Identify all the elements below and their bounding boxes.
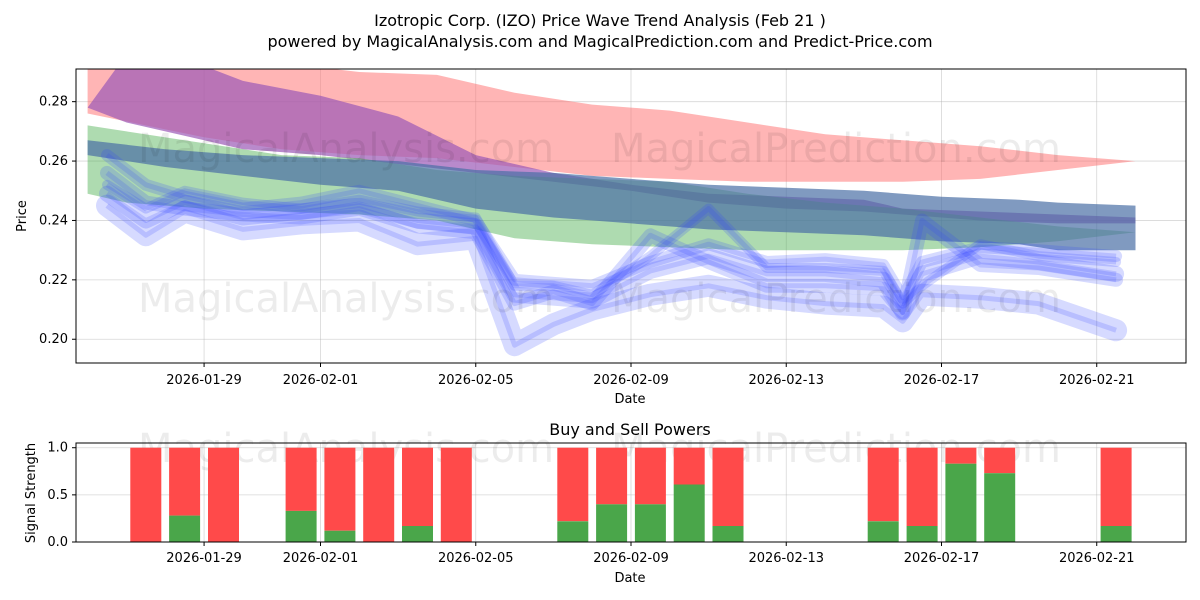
sell-bar: [557, 447, 589, 522]
buy-bar: [557, 521, 589, 542]
buy-bar: [634, 504, 666, 542]
signal-y-tick-label: 1.0: [47, 441, 68, 456]
sell-bar: [402, 447, 433, 526]
signal-x-tick-label: 2026-02-05: [438, 551, 514, 566]
price-x-tick-label: 2026-02-09: [593, 373, 669, 388]
sell-bar: [440, 447, 472, 542]
price-y-tick-label: 0.26: [39, 154, 68, 169]
buy-bar: [906, 526, 938, 542]
signal-x-tick-label: 2026-01-29: [166, 551, 242, 566]
buy-bar: [285, 510, 317, 542]
sell-bar: [285, 447, 317, 511]
sell-bar: [984, 447, 1016, 474]
price-wave-2: [96, 194, 1128, 357]
signal-bars: [130, 447, 1132, 542]
signal-y-tick-label: 0.0: [47, 535, 68, 550]
buy-bar: [867, 521, 899, 542]
signal-x-tick-label: 2026-02-01: [283, 551, 359, 566]
signal-chart-title: Buy and Sell Powers: [549, 420, 711, 439]
watermark-prediction-top-1: MagicalPrediction.com: [611, 126, 1061, 172]
price-wave-3-core: [105, 153, 1117, 301]
sell-bar: [1100, 447, 1132, 526]
signal-x-tick-label: 2026-02-17: [904, 551, 980, 566]
signal-y-label: Signal Strength: [24, 443, 39, 543]
chart-title: Izotropic Corp. (IZO) Price Wave Trend A…: [374, 11, 826, 30]
price-bands: [87, 69, 1136, 251]
signal-y-tick-label: 0.5: [47, 488, 68, 503]
signal-x-tick-label: 2026-02-13: [748, 551, 824, 566]
sell-bar: [596, 447, 628, 505]
price-y-tick-label: 0.20: [39, 332, 68, 347]
buy-bar: [984, 473, 1016, 542]
price-wave-5: [102, 179, 1122, 309]
buy-bar: [673, 484, 705, 542]
sell-bar: [324, 447, 356, 531]
signal-x-label: Date: [614, 571, 645, 586]
price-y-tick-label: 0.28: [39, 95, 68, 110]
buy-bar: [1100, 526, 1132, 542]
sell-bar: [208, 447, 239, 542]
price-wave-4: [100, 165, 1124, 320]
sell-bar: [906, 447, 938, 526]
sell-bar: [945, 447, 977, 464]
watermark-analysis-top-1: MagicalAnalysis.com: [138, 126, 554, 172]
signal-x-tick-label: 2026-02-09: [593, 551, 669, 566]
sell-bar: [712, 447, 744, 526]
price-wave-2-core: [105, 203, 1117, 348]
price-y-label: Price: [15, 200, 30, 232]
price-wave-1: [99, 185, 1125, 321]
sell-bar: [363, 447, 395, 542]
price-x-tick-label: 2026-02-05: [438, 373, 514, 388]
buy-bar: [324, 530, 356, 542]
buy-bar: [596, 504, 628, 542]
sell-bar: [673, 447, 705, 485]
price-chart: MagicalAnalysis.com MagicalPrediction.co…: [15, 68, 1187, 407]
price-band-purple: [87, 69, 1136, 224]
price-wave-5-core: [105, 182, 1117, 307]
buy-bar: [945, 463, 977, 542]
price-y-tick-label: 0.24: [39, 213, 68, 228]
price-x-tick-label: 2026-02-13: [748, 373, 824, 388]
watermark-prediction-top-2: MagicalPrediction.com: [611, 276, 1061, 322]
price-x-tick-label: 2026-01-29: [166, 373, 242, 388]
price-wave-4-core: [105, 170, 1117, 315]
signal-y-axis: 0.0 0.5 1.0: [47, 441, 76, 550]
price-y-tick-label: 0.22: [39, 273, 68, 288]
chart-subtitle: powered by MagicalAnalysis.com and Magic…: [267, 32, 932, 51]
price-wave-1-core: [105, 191, 1117, 315]
price-x-axis: 2026-01-29 2026-02-01 2026-02-05 2026-02-09…: [166, 363, 1135, 388]
signal-chart: Buy and Sell Powers MagicalAnalysis.com …: [24, 420, 1187, 586]
price-wave-3: [101, 149, 1123, 304]
signal-x-tick-label: 2026-02-21: [1059, 551, 1135, 566]
price-waves: [96, 149, 1128, 357]
price-x-tick-label: 2026-02-01: [283, 373, 359, 388]
sell-bar: [867, 447, 899, 522]
price-x-label: Date: [614, 392, 645, 407]
watermark-analysis-top-2: MagicalAnalysis.com: [138, 276, 554, 322]
price-y-axis: 0.20 0.22 0.24 0.26 0.28: [39, 95, 76, 347]
sell-bar: [130, 447, 162, 542]
price-band-steel: [87, 140, 1136, 251]
price-x-tick-label: 2026-02-17: [904, 373, 980, 388]
price-x-tick-label: 2026-02-21: [1059, 373, 1135, 388]
buy-bar: [402, 526, 433, 542]
sell-bar: [169, 447, 201, 516]
sell-bar: [634, 447, 666, 505]
buy-bar: [712, 526, 744, 542]
signal-x-axis: 2026-01-29 2026-02-01 2026-02-05 2026-02-09…: [166, 542, 1135, 566]
buy-bar: [169, 515, 201, 542]
